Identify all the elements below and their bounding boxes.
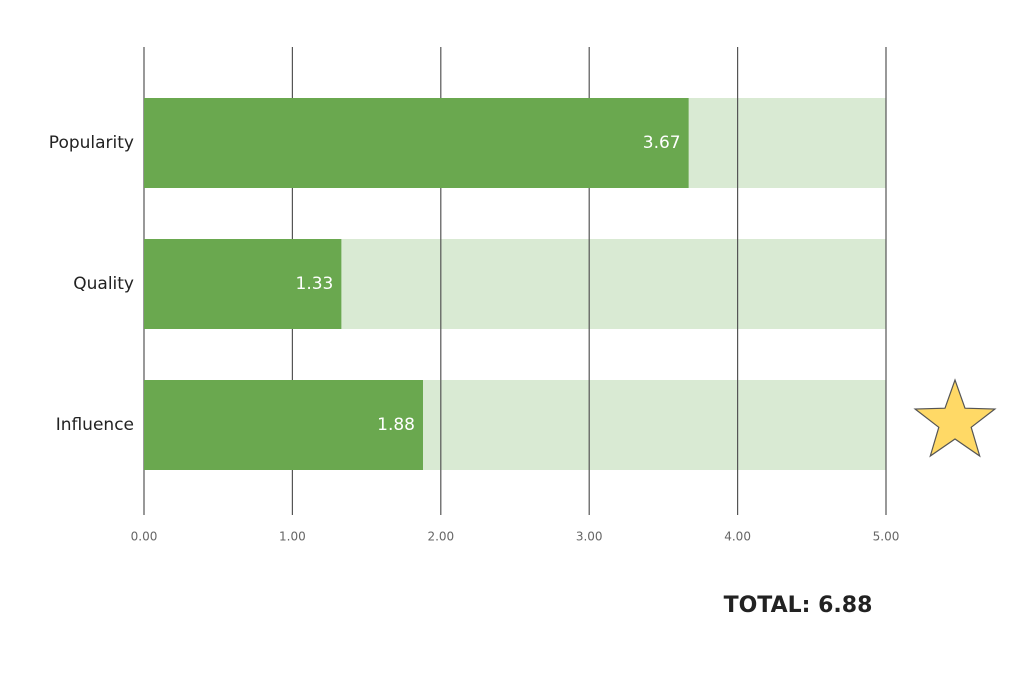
value-label: 1.33 <box>296 274 334 294</box>
y-tick-label: Influence <box>56 415 134 435</box>
x-tick-label: 4.00 <box>724 530 751 544</box>
x-tick-label: 1.00 <box>279 530 306 544</box>
bar <box>144 98 689 188</box>
value-label: 3.67 <box>643 133 681 153</box>
x-tick-label: 2.00 <box>427 530 454 544</box>
total-annotation: TOTAL: 6.88 <box>724 593 873 618</box>
y-tick-label: Quality <box>73 274 134 294</box>
y-tick-label: Popularity <box>49 133 134 153</box>
bar <box>144 380 423 470</box>
bar <box>144 239 342 329</box>
x-tick-label: 3.00 <box>576 530 603 544</box>
value-label: 1.88 <box>377 415 415 435</box>
x-tick-label: 5.00 <box>873 530 900 544</box>
x-tick-label: 0.00 <box>131 530 158 544</box>
star-icon <box>913 378 997 458</box>
